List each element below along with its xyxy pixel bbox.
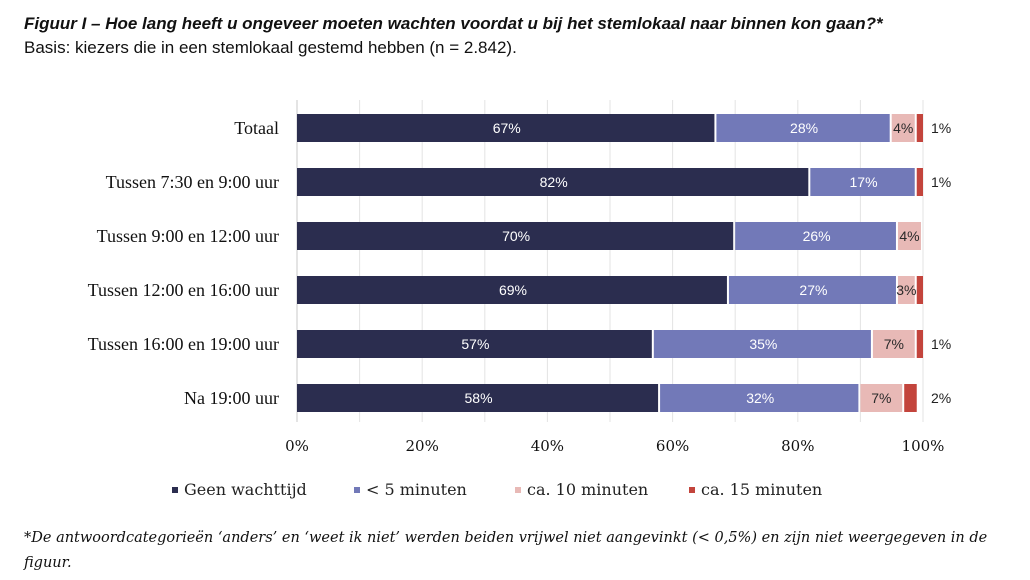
bar-segment bbox=[891, 114, 915, 142]
category-label: Tussen 16:00 en 19:00 uur bbox=[88, 334, 279, 354]
bar-segment bbox=[653, 330, 871, 358]
data-label: 4% bbox=[893, 120, 913, 136]
bar-segment bbox=[904, 384, 917, 412]
data-label: 2% bbox=[931, 390, 951, 406]
category-label: Na 19:00 uur bbox=[184, 388, 279, 408]
bar-segment bbox=[297, 114, 715, 142]
bar-segment bbox=[860, 384, 903, 412]
data-label: 57% bbox=[461, 336, 489, 352]
category-label: Totaal bbox=[234, 118, 279, 138]
bar-segment bbox=[735, 222, 896, 250]
x-tick-label: 40% bbox=[531, 437, 564, 455]
x-tick-label: 0% bbox=[285, 437, 309, 455]
bar-segment bbox=[297, 222, 734, 250]
bar-segment bbox=[872, 330, 915, 358]
data-label: 1% bbox=[931, 174, 951, 190]
data-label: 7% bbox=[871, 390, 891, 406]
data-label: 58% bbox=[465, 390, 493, 406]
category-labels: Totaal Tussen 7:30 en 9:00 uur Tussen 9:00… bbox=[88, 118, 279, 408]
data-label: 27% bbox=[799, 282, 827, 298]
data-label: 35% bbox=[749, 336, 777, 352]
legend-label: ca. 10 minuten bbox=[527, 480, 648, 499]
bar-segment bbox=[897, 222, 921, 250]
bar-segment bbox=[916, 168, 923, 196]
data-label: 82% bbox=[540, 174, 568, 190]
data-label: 7% bbox=[884, 336, 904, 352]
category-label: Tussen 7:30 en 9:00 uur bbox=[106, 172, 279, 192]
legend-swatch bbox=[172, 487, 178, 493]
x-tick-label: 20% bbox=[406, 437, 439, 455]
data-label: 4% bbox=[899, 228, 919, 244]
bar-segment bbox=[916, 114, 923, 142]
bar-segment bbox=[297, 384, 659, 412]
x-tick-label: 80% bbox=[781, 437, 814, 455]
category-label: Tussen 9:00 en 12:00 uur bbox=[97, 226, 279, 246]
bar-segment bbox=[297, 330, 652, 358]
chart-title: Figuur I – Hoe lang heeft u ongeveer moe… bbox=[24, 14, 883, 33]
bar-segment bbox=[916, 276, 923, 304]
category-label: Tussen 12:00 en 16:00 uur bbox=[88, 280, 279, 300]
data-label: 3% bbox=[896, 282, 916, 298]
stacked-bar-chart: 67% 28% 4% 1% 82% 17% 1% 70% 26% 4% 69% 27% 3% 57% 35%… bbox=[88, 100, 951, 499]
gridlines bbox=[296, 100, 924, 422]
data-label: 1% bbox=[931, 120, 951, 136]
legend-label: Geen wachttijd bbox=[184, 480, 307, 499]
bars: 67% 28% 4% 1% 82% 17% 1% 70% 26% 4% 69% 27% 3% 57% 35%… bbox=[297, 114, 951, 412]
chart-subtitle: Basis: kiezers die in een stemlokaal ges… bbox=[24, 38, 517, 57]
legend: Geen wachttijd < 5 minuten ca. 10 minuten c… bbox=[172, 480, 822, 499]
x-tick-label: 100% bbox=[902, 437, 945, 455]
bar-segment bbox=[297, 168, 809, 196]
legend-swatch bbox=[689, 487, 695, 493]
footnote: *De antwoordcategorieën ‘anders’ en ‘wee… bbox=[24, 530, 988, 571]
data-label: 1% bbox=[931, 336, 951, 352]
data-label: 17% bbox=[850, 174, 878, 190]
data-label: 70% bbox=[502, 228, 530, 244]
x-axis-tick-labels: 0% 20% 40% 60% 80% 100% bbox=[285, 437, 944, 455]
bar-segment bbox=[916, 330, 923, 358]
data-label: 26% bbox=[803, 228, 831, 244]
data-label: 69% bbox=[499, 282, 527, 298]
bar-segment bbox=[716, 114, 890, 142]
legend-label: < 5 minuten bbox=[366, 480, 467, 499]
legend-swatch bbox=[515, 487, 521, 493]
data-label: 28% bbox=[790, 120, 818, 136]
data-label: 67% bbox=[493, 120, 521, 136]
bar-segment bbox=[297, 276, 727, 304]
data-label: 32% bbox=[746, 390, 774, 406]
bar-segment bbox=[660, 384, 859, 412]
legend-swatch bbox=[354, 487, 360, 493]
bar-segment bbox=[728, 276, 896, 304]
legend-label: ca. 15 minuten bbox=[701, 480, 822, 499]
bar-segment bbox=[810, 168, 915, 196]
x-tick-label: 60% bbox=[656, 437, 689, 455]
bar-segment bbox=[897, 276, 915, 304]
